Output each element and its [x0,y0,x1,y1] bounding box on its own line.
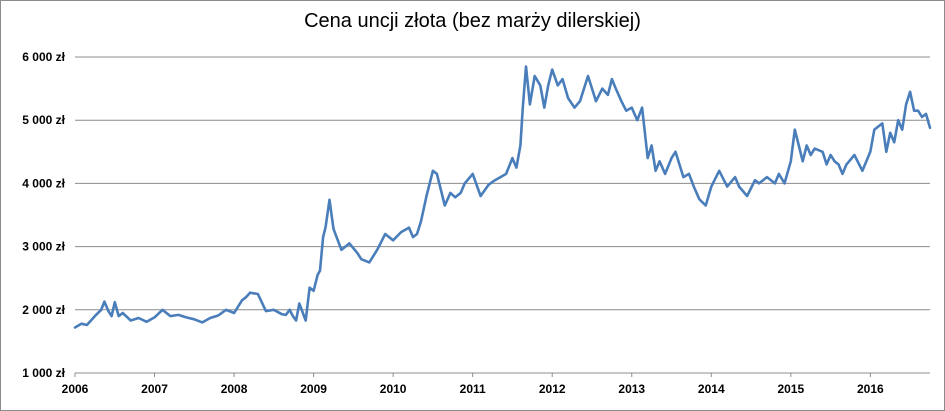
x-tick-label: 2007 [141,382,168,396]
x-tick-label: 2015 [777,382,804,396]
x-tick-label: 2009 [300,382,327,396]
chart-title: Cena uncji złota (bez marży dilerskiej) [304,10,641,32]
x-tick-label: 2016 [857,382,884,396]
y-axis-tick-labels: 1 000 zł 2 000 zł 3 000 zł 4 000 zł 5 000 zł… [22,50,65,380]
x-axis-tick-labels: 2006 2007 2008 2009 2010 2011 2012 2013 2014 2015… [62,382,884,396]
x-tick-label: 2011 [460,382,486,396]
x-tick-label: 2014 [698,382,725,396]
y-tick-label: 4 000 zł [22,176,65,190]
y-tick-label: 1 000 zł [22,366,65,380]
y-tick-label: 2 000 zł [22,303,65,317]
x-tick-label: 2006 [62,382,89,396]
x-tick-label: 2010 [380,382,407,396]
series-group [73,65,932,329]
series-line-0 [73,65,932,329]
y-tick-label: 3 000 zł [22,240,65,254]
y-tick-label: 5 000 zł [22,113,65,127]
gridlines [74,56,930,377]
x-tick-label: 2008 [221,382,248,396]
x-tick-label: 2012 [539,382,566,396]
y-tick-label: 6 000 zł [22,50,65,64]
x-tick-label: 2013 [618,382,645,396]
